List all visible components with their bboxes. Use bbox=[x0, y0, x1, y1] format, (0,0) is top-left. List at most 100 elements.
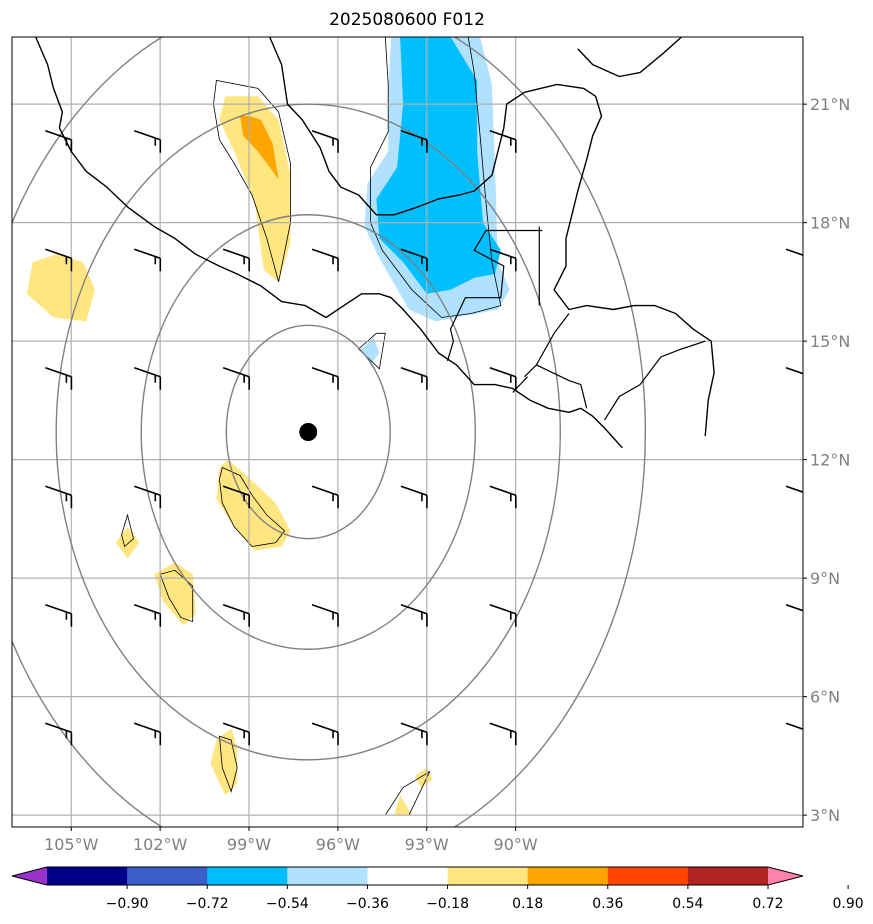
x-tick-label: 90°W bbox=[494, 835, 538, 854]
colorbar-swatch bbox=[607, 867, 689, 885]
colorbar-label: −0.90 bbox=[106, 896, 149, 912]
wind-barb-0 bbox=[45, 129, 73, 153]
colorbar-label: 0.36 bbox=[592, 896, 623, 912]
colorbar-extend-low bbox=[12, 867, 47, 885]
country-border-3 bbox=[512, 376, 528, 393]
y-tick-label: 3°N bbox=[810, 806, 840, 825]
x-tick-label: 99°W bbox=[227, 835, 271, 854]
wind-barb-17 bbox=[489, 366, 517, 390]
wind-barb-21 bbox=[222, 485, 250, 509]
wind-barb-28 bbox=[222, 603, 250, 627]
wind-barb-32 bbox=[785, 603, 803, 612]
filled-region-10 bbox=[376, 37, 501, 294]
x-tick-label: 93°W bbox=[405, 835, 449, 854]
coastline-2 bbox=[577, 37, 682, 78]
x-tick-label: 102°W bbox=[133, 835, 188, 854]
wind-barb-22 bbox=[311, 485, 339, 509]
wind-barb-34 bbox=[134, 722, 162, 746]
y-tick-label: 21°N bbox=[810, 95, 850, 114]
wind-barb-shaft bbox=[785, 722, 803, 730]
contour-line-6 bbox=[218, 735, 238, 793]
longitude-tick-labels: 105°W 102°W 99°W 96°W 93°W 90°W bbox=[44, 827, 538, 854]
y-tick-label: 9°N bbox=[810, 569, 840, 588]
x-tick-label: 105°W bbox=[44, 835, 99, 854]
wind-barb-37 bbox=[400, 722, 428, 746]
wind-barb-39 bbox=[785, 722, 803, 730]
colorbar: −0.90 −0.72 −0.54 −0.36 −0.18 0.18 0.36 0.54 0.7… bbox=[11, 866, 864, 912]
colorbar-label: 0.54 bbox=[672, 896, 703, 912]
wind-barb-29 bbox=[311, 603, 339, 627]
colorbar-label: 0.72 bbox=[752, 896, 783, 912]
range-ring-0 bbox=[225, 324, 391, 540]
colorbar-swatch bbox=[687, 867, 769, 885]
colorbar-label: −0.18 bbox=[426, 896, 469, 912]
colorbar-swatch bbox=[287, 867, 368, 885]
wind-barb-31 bbox=[489, 603, 517, 627]
wind-barb-27 bbox=[134, 603, 162, 627]
wind-barb-20 bbox=[134, 485, 162, 509]
wind-barb-16 bbox=[400, 366, 428, 390]
wind-barb-14 bbox=[222, 366, 250, 390]
y-tick-label: 15°N bbox=[810, 332, 850, 351]
wind-barb-shaft bbox=[785, 603, 803, 612]
wind-barb-12 bbox=[45, 366, 73, 390]
colorbar-extend-high bbox=[768, 867, 803, 885]
wind-barb-18 bbox=[785, 366, 803, 375]
wind-barb-35 bbox=[222, 722, 250, 746]
coastline-0 bbox=[35, 37, 623, 449]
country-border-2 bbox=[524, 313, 570, 378]
colorbar-label: 0.90 bbox=[833, 896, 864, 912]
colorbar-label: −0.54 bbox=[266, 896, 309, 912]
filled-region-0 bbox=[26, 254, 95, 322]
range-ring-layer bbox=[12, 37, 646, 827]
wind-barb-38 bbox=[489, 722, 517, 746]
wind-barb-36 bbox=[311, 722, 339, 746]
colorbar-outline bbox=[11, 866, 804, 886]
filled-region-2 bbox=[240, 116, 279, 180]
wind-barb-7 bbox=[222, 248, 250, 272]
contour-line-5 bbox=[159, 569, 194, 623]
wind-barb-15 bbox=[311, 366, 339, 390]
y-tick-label: 18°N bbox=[810, 214, 850, 233]
filled-region-11 bbox=[361, 337, 380, 365]
wind-barb-19 bbox=[45, 485, 73, 509]
wind-barb-9 bbox=[400, 248, 428, 272]
coastline-1 bbox=[269, 37, 715, 437]
wind-barb-shaft bbox=[785, 248, 803, 256]
wind-barb-24 bbox=[489, 485, 517, 509]
wind-barb-6 bbox=[134, 248, 162, 272]
x-tick-label: 96°W bbox=[316, 835, 360, 854]
wind-barb-23 bbox=[400, 485, 428, 509]
wind-barb-shaft bbox=[785, 366, 803, 375]
country-border-0 bbox=[446, 229, 543, 362]
coastline-layer bbox=[35, 37, 715, 449]
wind-barb-11 bbox=[785, 248, 803, 256]
colorbar-label: −0.36 bbox=[346, 896, 389, 912]
wind-barb-8 bbox=[311, 248, 339, 272]
filled-region-8 bbox=[394, 795, 412, 816]
colorbar-swatch bbox=[47, 867, 128, 885]
range-ring-3 bbox=[12, 37, 646, 827]
colorbar-swatch bbox=[367, 867, 449, 885]
filled-region-1 bbox=[219, 96, 291, 282]
colorbar-swatch bbox=[207, 867, 288, 885]
colorbar-label: 0.18 bbox=[512, 896, 543, 912]
latitude-tick-labels: 3°N 6°N 9°N 12°N 15°N 18°N 21°N bbox=[803, 95, 850, 825]
contour-line-3 bbox=[218, 466, 286, 547]
country-border-4 bbox=[536, 364, 588, 409]
map-frame bbox=[11, 36, 804, 828]
contour-line-4 bbox=[121, 513, 134, 548]
wind-barb-13 bbox=[134, 366, 162, 390]
wind-barb-1 bbox=[134, 129, 162, 153]
wind-barb-layer bbox=[45, 129, 803, 746]
wind-barb-2 bbox=[311, 129, 339, 153]
colorbar-label: −0.72 bbox=[186, 896, 229, 912]
colorbar-swatch bbox=[527, 867, 609, 885]
contour-line-2 bbox=[358, 332, 386, 370]
wind-barb-4 bbox=[489, 129, 517, 153]
country-border-5 bbox=[603, 340, 706, 421]
y-tick-label: 6°N bbox=[810, 688, 840, 707]
wind-barb-30 bbox=[400, 603, 428, 627]
range-ring-2 bbox=[55, 103, 562, 761]
storm-center-dot bbox=[299, 423, 318, 441]
